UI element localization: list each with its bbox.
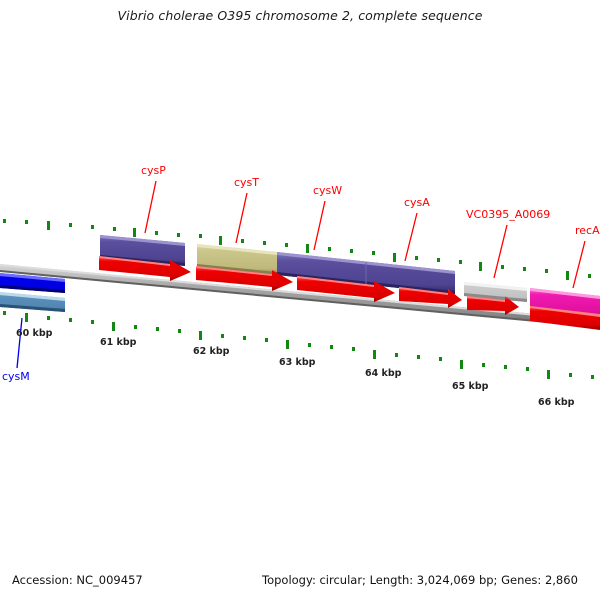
gene-bar-cysp[interactable] <box>100 235 185 266</box>
ruler-label-66kbp: 66 kbp <box>538 397 575 408</box>
gene-label-cysw[interactable]: cysW <box>313 184 342 197</box>
gene-arrow-2[interactable] <box>196 266 293 291</box>
ruler-label-61kbp: 61 kbp <box>100 337 137 348</box>
leader-line-reca <box>572 240 586 289</box>
ruler-label-64kbp: 64 kbp <box>365 368 402 379</box>
gene-label-vc0395-a0069[interactable]: VC0395_A0069 <box>466 208 550 221</box>
accession-text: Accession: NC_009457 <box>12 573 143 587</box>
gene-arrows-forward <box>99 256 600 330</box>
tick-marks-upper <box>3 219 591 280</box>
ruler-labels: 60 kbp 61 kbp 62 kbp 63 kbp 64 kbp 65 kb… <box>16 328 575 408</box>
gene-bar-vc0395-a0069[interactable] <box>464 282 527 302</box>
gene-arrow-4[interactable] <box>399 287 462 308</box>
gene-arrow-5[interactable] <box>467 296 519 315</box>
gene-arrow-3[interactable] <box>297 276 395 302</box>
leader-line-cysw <box>313 200 326 251</box>
gene-label-cysm[interactable]: cysM <box>2 370 30 383</box>
gene-label-cyst[interactable]: cysT <box>234 176 259 189</box>
gene-labels: cysP cysT cysW cysA VC0395_A0069 recA cy… <box>2 164 600 383</box>
gene-label-cysp[interactable]: cysP <box>141 164 166 177</box>
leader-line-cysa <box>404 212 418 262</box>
gene-arrow-1[interactable] <box>99 256 191 281</box>
page-title: Vibrio cholerae O395 chromosome 2, compl… <box>117 8 483 23</box>
tick-marks-lower <box>3 311 594 379</box>
gene-arrow-6[interactable] <box>530 306 600 330</box>
gene-label-cysa[interactable]: cysA <box>404 196 430 209</box>
ruler-label-60kbp: 60 kbp <box>16 328 53 339</box>
leader-line-cysp <box>144 180 157 234</box>
leader-line-cyst <box>235 192 248 244</box>
label-leader-lines <box>16 180 586 369</box>
gene-label-reca[interactable]: recA <box>575 224 600 237</box>
ruler-label-62kbp: 62 kbp <box>193 346 230 357</box>
sequence-summary-text: Topology: circular; Length: 3,024,069 bp… <box>262 573 578 587</box>
sequence-backbone <box>0 264 600 328</box>
leader-line-vc0395-a0069 <box>493 224 508 279</box>
gene-bar-cysm-blue[interactable] <box>0 273 65 293</box>
gene-bars-reverse-left <box>0 273 65 312</box>
ruler-label-63kbp: 63 kbp <box>279 357 316 368</box>
leader-line-cysm <box>16 317 23 369</box>
gene-bar-cysm-steel[interactable] <box>0 292 65 312</box>
gene-bar-cyst[interactable] <box>197 244 277 275</box>
ruler-label-65kbp: 65 kbp <box>452 381 489 392</box>
